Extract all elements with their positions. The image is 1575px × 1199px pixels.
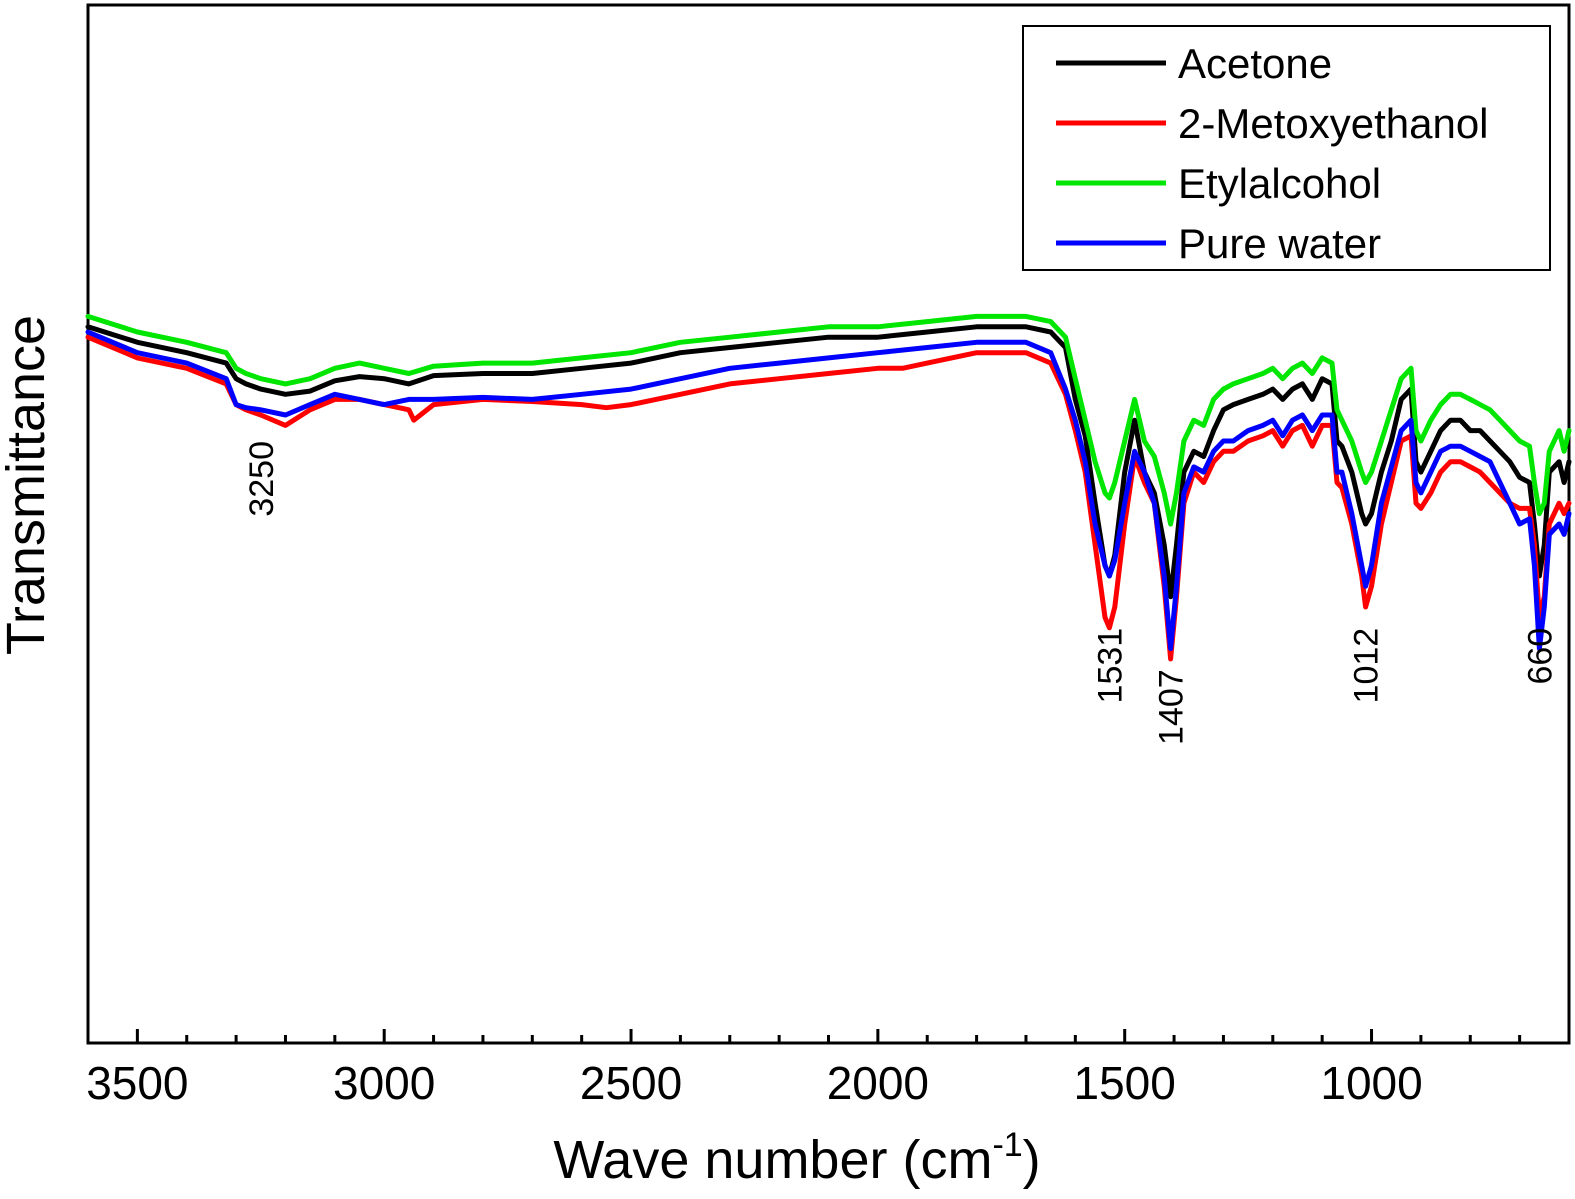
peak-label: 660 bbox=[1521, 628, 1559, 685]
peak-label: 1407 bbox=[1153, 669, 1191, 745]
peak-label: 3250 bbox=[243, 441, 281, 517]
peak-label: 1012 bbox=[1348, 628, 1386, 704]
legend-box bbox=[1022, 25, 1551, 271]
x-tick-label: 2000 bbox=[827, 1057, 929, 1109]
series-group bbox=[85, 313, 1572, 662]
legend: Acetone 2-Metoxyethanol Etylalcohol Pure wa… bbox=[1022, 25, 1551, 271]
x-tick-label: 2500 bbox=[580, 1057, 682, 1109]
x-axis-title-close: ) bbox=[1023, 1130, 1041, 1190]
x-axis-title: Wave number (cm-1) bbox=[553, 1126, 1040, 1190]
legend-label: Acetone bbox=[1178, 40, 1332, 87]
series-line-etylalcohol bbox=[85, 313, 1572, 527]
x-tick-label: 1500 bbox=[1074, 1057, 1176, 1109]
y-axis-title: Transmittance bbox=[0, 315, 56, 655]
peak-annotations: 3250 1531 1407 1012 660 bbox=[243, 441, 1560, 745]
series-line-pure-water bbox=[85, 329, 1572, 652]
x-tick-label: 1000 bbox=[1320, 1057, 1422, 1109]
x-tick-label: 3000 bbox=[333, 1057, 435, 1109]
peak-label: 1531 bbox=[1091, 628, 1129, 704]
legend-label: 2-Metoxyethanol bbox=[1178, 100, 1489, 147]
series-line-acetone bbox=[85, 324, 1572, 600]
legend-label: Pure water bbox=[1178, 220, 1381, 267]
x-axis-ticks: 3500 3000 2500 2000 1500 1000 bbox=[86, 1029, 1522, 1109]
x-tick-label: 3500 bbox=[86, 1057, 188, 1109]
legend-label: Etylalcohol bbox=[1178, 160, 1381, 207]
x-axis-title-superscript: -1 bbox=[992, 1126, 1022, 1164]
